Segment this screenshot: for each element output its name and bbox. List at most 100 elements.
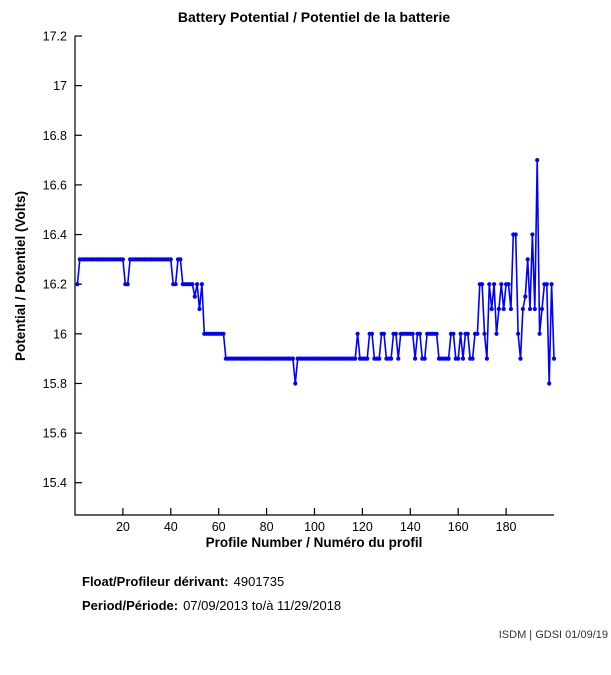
data-point (365, 356, 370, 361)
data-point (523, 294, 528, 299)
data-point (120, 257, 125, 262)
data-point (470, 356, 475, 361)
data-point (532, 306, 537, 312)
data-point (520, 306, 526, 312)
x-tick-label: 40 (164, 520, 178, 534)
axis-line (74, 36, 554, 516)
data-point (199, 282, 204, 287)
data-point (125, 282, 130, 287)
x-tick-label: 80 (260, 520, 274, 534)
y-tick-label: 16.2 (43, 278, 67, 292)
data-point (178, 257, 183, 262)
chart-title: Battery Potential / Potentiel de la batt… (178, 9, 451, 25)
axes (74, 36, 554, 516)
data-point (525, 257, 530, 262)
data-point (513, 232, 518, 237)
x-tick-label: 60 (212, 520, 226, 534)
data-point (353, 356, 358, 361)
data-point (413, 356, 418, 361)
data-point (499, 282, 504, 287)
data-point (539, 306, 545, 312)
data-series (75, 158, 557, 386)
period-label: Period/Période: (82, 598, 179, 613)
data-point (551, 356, 557, 361)
data-point (422, 356, 427, 361)
data-point (480, 282, 485, 287)
data-point (535, 158, 540, 163)
data-point (168, 257, 173, 262)
y-tick-label: 15.6 (43, 427, 67, 441)
data-point (537, 331, 542, 336)
data-point (501, 306, 506, 312)
y-tick-label: 16.6 (43, 178, 67, 192)
data-point (377, 356, 382, 361)
float-value: 4901735 (233, 574, 285, 589)
x-tick-label: 160 (448, 520, 469, 534)
y-tick-label: 16.8 (43, 129, 67, 143)
data-point (506, 282, 511, 287)
data-point (221, 331, 226, 336)
data-point (489, 306, 494, 312)
data-point (434, 331, 439, 336)
y-tick-label: 16.4 (43, 228, 67, 242)
data-point (197, 306, 202, 312)
data-point (355, 331, 360, 336)
data-point (482, 331, 487, 336)
data-point (75, 282, 80, 287)
data-point (484, 356, 489, 361)
y-tick-label: 15.8 (43, 377, 67, 391)
x-tick-label: 20 (116, 520, 130, 534)
data-point (475, 331, 480, 336)
y-tick-label: 17 (53, 79, 67, 93)
footer-annotations: Float/Profileur dérivant: 4901735 Period/… (82, 574, 341, 622)
data-point (190, 282, 195, 287)
data-point (389, 356, 394, 361)
data-point (492, 282, 497, 287)
data-point (460, 356, 466, 361)
data-point (465, 331, 470, 336)
y-tick-label: 16 (53, 327, 67, 341)
period-line: Period/Période: 07/09/2013 to/à 11/29/201… (82, 598, 341, 613)
x-tick-label: 120 (352, 520, 373, 534)
x-tick-label: 180 (496, 520, 517, 534)
data-point (456, 356, 461, 361)
data-line (76, 160, 555, 384)
data-point (369, 331, 375, 336)
data-point (518, 356, 523, 361)
period-value: 07/09/2013 to/à 11/29/2018 (183, 598, 342, 613)
data-point (195, 282, 200, 287)
data-point (496, 306, 501, 312)
y-tick-label: 17.2 (43, 30, 67, 44)
data-point (192, 294, 197, 299)
data-point (417, 331, 422, 336)
data-point (293, 381, 298, 386)
data-point (527, 306, 533, 312)
data-point (410, 331, 415, 336)
data-point (393, 331, 398, 336)
x-tick-label: 100 (304, 520, 325, 534)
data-point (451, 331, 456, 336)
x-axis-label: Profile Number / Numéro du profil (206, 535, 423, 550)
data-point (173, 282, 178, 287)
data-point (487, 282, 492, 287)
data-point (396, 356, 401, 361)
y-tick-label: 15.4 (43, 476, 67, 490)
data-point (458, 331, 463, 336)
float-label: Float/Profileur dérivant: (82, 574, 229, 589)
data-point (549, 282, 554, 287)
axis-ticks (75, 35, 507, 515)
data-point (547, 381, 552, 386)
float-id-line: Float/Profileur dérivant: 4901735 (82, 574, 341, 589)
data-point (508, 306, 513, 312)
data-point (494, 331, 499, 336)
data-point (290, 356, 295, 361)
y-axis-label: Potential / Potentiel (Volts) (13, 191, 28, 361)
data-point (516, 331, 521, 336)
data-point (381, 331, 387, 336)
data-point (544, 282, 549, 287)
data-point (530, 232, 535, 237)
x-tick-label: 140 (400, 520, 421, 534)
data-point (446, 356, 451, 361)
